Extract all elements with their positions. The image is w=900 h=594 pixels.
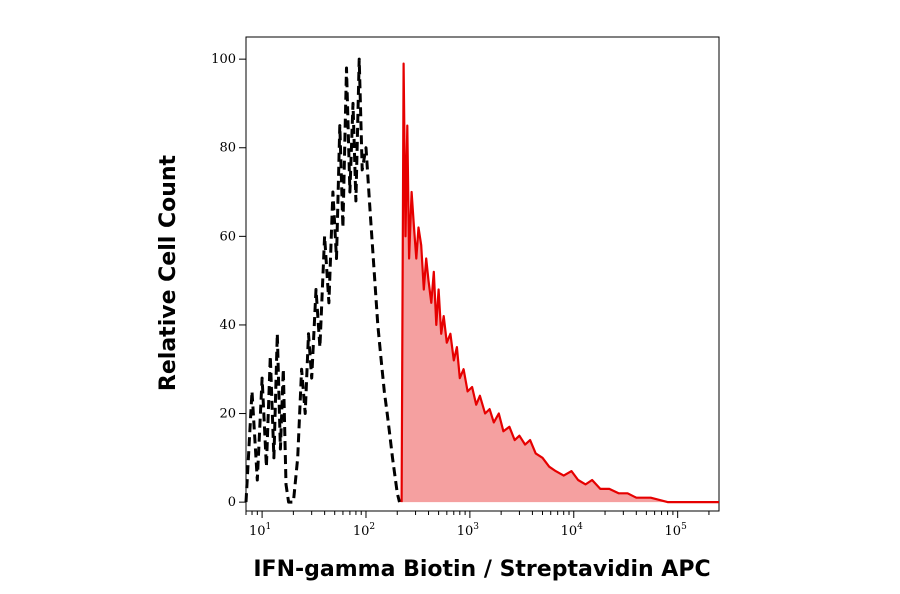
x-tick-label-0: 101 <box>249 522 271 539</box>
series-1-fill <box>401 63 719 503</box>
y-tick-label-4: 80 <box>219 141 236 156</box>
y-tick-label-2: 40 <box>219 318 236 333</box>
y-axis-title: Relative Cell Count <box>156 154 181 391</box>
x-tick-label-1: 102 <box>353 522 375 539</box>
x-axis: 101 102 103 104 105 <box>245 511 710 539</box>
chart-marks <box>244 57 719 504</box>
x-tick-label-2: 103 <box>457 522 480 539</box>
x-tick-label-3: 104 <box>561 522 584 539</box>
x-axis-title: IFN-gamma Biotin / Streptavidin APC <box>253 557 710 582</box>
y-axis: 0 20 40 60 80 100 <box>211 52 246 510</box>
y-tick-label-0: 0 <box>228 495 236 510</box>
x-tick-label-4: 105 <box>665 522 688 539</box>
series-1-line <box>400 62 719 504</box>
series-0-line <box>244 57 401 504</box>
y-tick-label-3: 60 <box>219 229 236 244</box>
y-tick-label-5: 100 <box>211 52 236 67</box>
y-tick-label-1: 20 <box>219 407 236 422</box>
